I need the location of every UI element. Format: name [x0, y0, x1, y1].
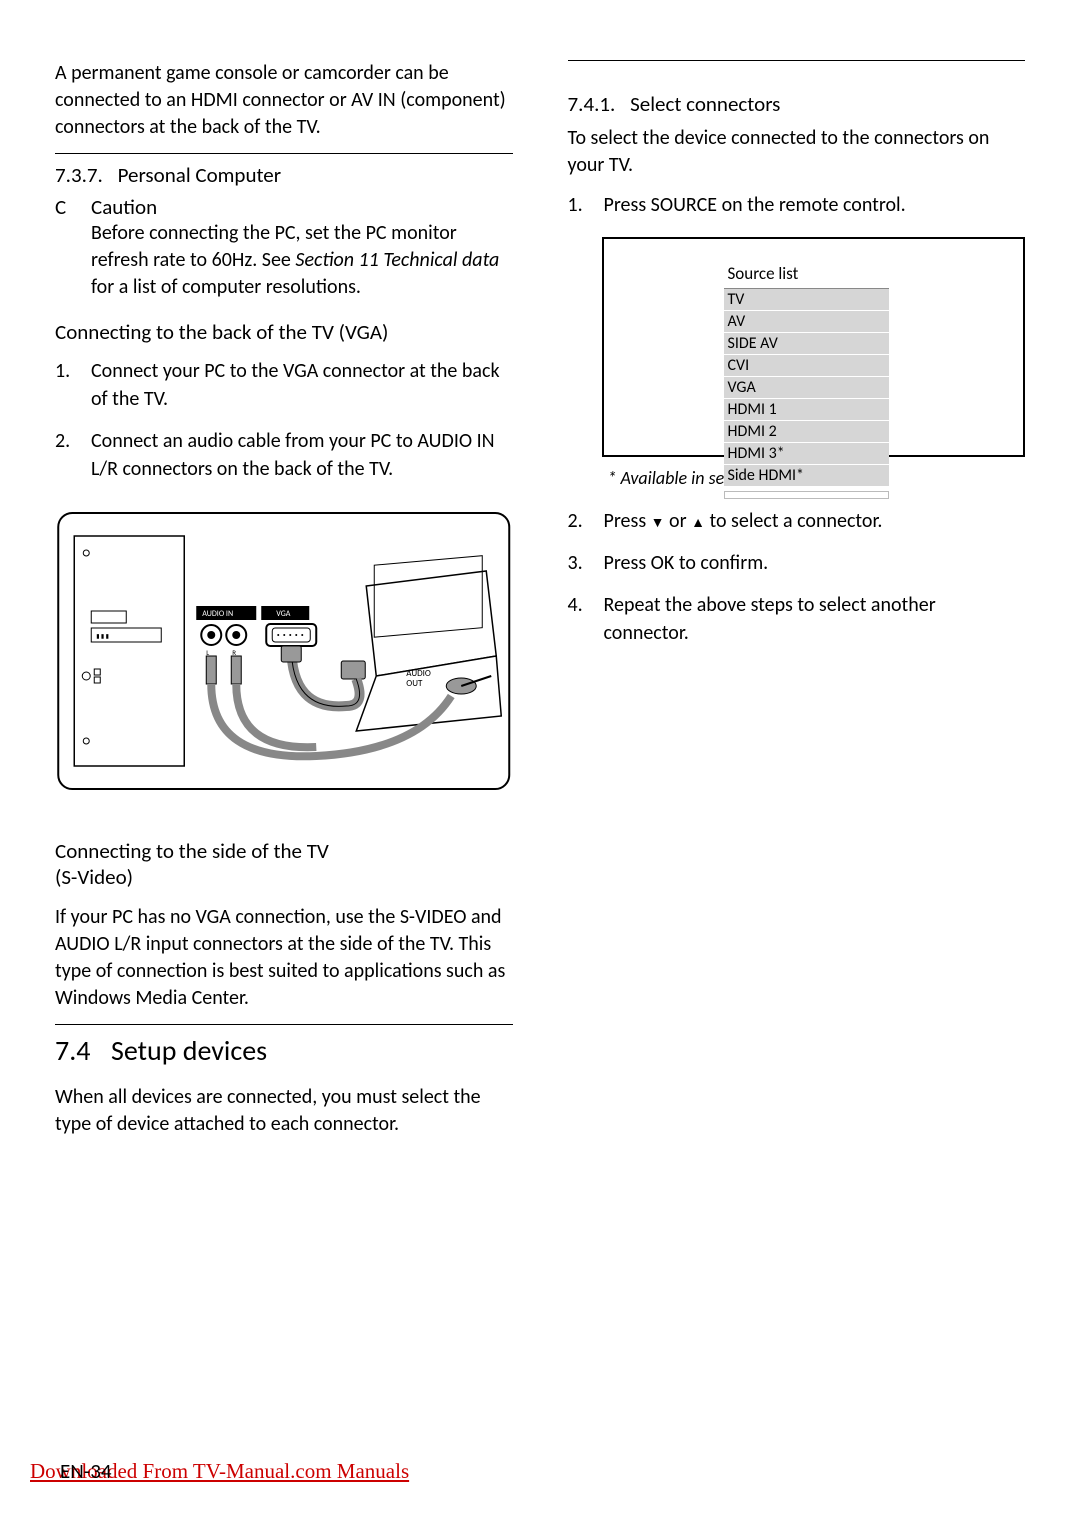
svideo-body: If your PC has no VGA connection, use th… — [55, 904, 513, 1012]
source-item: SIDE AV — [724, 333, 889, 355]
footer: Downloaded From TV-Manual.com Manuals EN… — [30, 1458, 409, 1484]
down-arrow-icon — [651, 509, 665, 533]
up-arrow-icon — [691, 509, 705, 533]
subsection-title: Personal Computer — [118, 162, 281, 188]
vga-step: Connect an audio cable from your PC to A… — [55, 427, 513, 483]
intro-paragraph: A permanent game console or camcorder ca… — [55, 60, 513, 141]
source-list-panel: Source list TV AV SIDE AV CVI VGA HDMI 1… — [724, 261, 889, 499]
right-column: 7.4.1. Select connectors To select the d… — [568, 60, 1026, 1150]
source-list-header: Source list — [724, 261, 889, 289]
divider-top — [568, 60, 1026, 61]
section-title-text: Setup devices — [111, 1033, 267, 1068]
svideo-heading: Connecting to the side of the TV (S-Vide… — [55, 838, 513, 890]
svg-text:OUT: OUT — [406, 678, 423, 689]
source-item: VGA — [724, 377, 889, 399]
source-item: Side HDMI* — [724, 465, 889, 487]
source-list-screenshot: Source list TV AV SIDE AV CVI VGA HDMI 1… — [602, 237, 1026, 457]
step: Press or to select a connector. — [568, 507, 1026, 535]
vga-step: Connect your PC to the VGA connector at … — [55, 357, 513, 413]
left-column: A permanent game console or camcorder ca… — [55, 60, 513, 1150]
source-item: AV — [724, 311, 889, 333]
svg-text:▮ ▮ ▮: ▮ ▮ ▮ — [96, 632, 109, 640]
subsection-title: Select connectors — [630, 91, 780, 117]
page-number: EN-34 — [60, 1458, 112, 1484]
section-number: 7.4 — [55, 1033, 111, 1068]
s741-intro: To select the device connected to the co… — [568, 125, 1026, 179]
vga-heading: Connecting to the back of the TV (VGA) — [55, 319, 513, 345]
section-74: 7.4 Setup devices — [55, 1033, 513, 1068]
s741-steps-1: Press SOURCE on the remote control. — [568, 191, 1026, 219]
caution-marker: C — [55, 194, 91, 220]
caution-body: Before connecting the PC, set the PC mon… — [91, 220, 513, 301]
divider — [55, 153, 513, 154]
step: Press SOURCE on the remote control. — [568, 191, 1026, 219]
label-audio-in: AUDIO IN — [202, 609, 233, 619]
step: Repeat the above steps to select another… — [568, 591, 1026, 647]
subsection-737: 7.3.7. Personal Computer — [55, 162, 513, 188]
source-scrollbar — [724, 491, 889, 499]
source-item: TV — [724, 289, 889, 311]
label-vga: VGA — [276, 609, 290, 619]
source-item: HDMI 1 — [724, 399, 889, 421]
source-item: HDMI 3* — [724, 443, 889, 465]
s741-steps-2: Press or to select a connector. Press OK… — [568, 507, 1026, 647]
source-item: HDMI 2 — [724, 421, 889, 443]
step: Press OK to confirm. — [568, 549, 1026, 577]
caution-row: C Caution — [55, 194, 513, 220]
subsection-741: 7.4.1. Select connectors — [568, 91, 1026, 117]
source-item: CVI — [724, 355, 889, 377]
subsection-number: 7.3.7. — [55, 162, 103, 188]
caution-label: Caution — [91, 194, 157, 220]
connection-diagram: ▮ ▮ ▮ AUDIO IN VGA L R — [55, 511, 513, 791]
vga-steps: Connect your PC to the VGA connector at … — [55, 357, 513, 483]
section-74-body: When all devices are connected, you must… — [55, 1084, 513, 1138]
divider — [55, 1024, 513, 1025]
subsection-number: 7.4.1. — [568, 91, 616, 117]
